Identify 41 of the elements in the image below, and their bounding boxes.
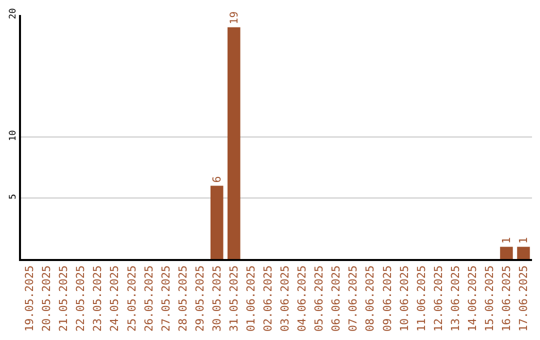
y-tick-label: 10: [8, 130, 18, 142]
bar: [210, 186, 224, 259]
x-tick-label: 01.06.2025: [244, 265, 258, 332]
data-label: 1: [500, 237, 513, 244]
x-tick-label: 31.05.2025: [227, 265, 240, 332]
x-tick-label: 11.06.2025: [414, 265, 428, 332]
x-tick-label: 08.06.2025: [364, 265, 377, 332]
x-tick-label: 03.06.2025: [278, 265, 292, 332]
bar: [517, 246, 530, 259]
bar: [500, 246, 513, 259]
x-tick-label: 09.06.2025: [380, 265, 394, 332]
x-tick-label: 12.06.2025: [432, 265, 445, 332]
x-tick-label: 26.05.2025: [142, 265, 156, 332]
x-tick-label: 02.06.2025: [262, 265, 275, 332]
x-tick-label: 25.05.2025: [125, 265, 138, 332]
x-tick-label: 19.05.2025: [23, 265, 36, 332]
x-tick-label: 22.05.2025: [74, 265, 88, 332]
data-label: 6: [210, 176, 224, 183]
x-tick-label: 27.05.2025: [159, 265, 172, 332]
x-tick-label: 20.05.2025: [40, 265, 54, 332]
x-tick-label: 10.06.2025: [398, 265, 411, 332]
x-tick-label: 06.06.2025: [330, 265, 343, 332]
x-tick-label: 04.06.2025: [296, 265, 309, 332]
x-tick-label: 24.05.2025: [108, 265, 122, 332]
data-label: 19: [228, 11, 240, 24]
x-tick-label: 17.06.2025: [517, 265, 530, 332]
x-tick-label: 16.06.2025: [500, 265, 514, 332]
x-tick-label: 13.06.2025: [448, 265, 462, 332]
data-label: 1: [516, 237, 530, 244]
x-tick-label: 30.05.2025: [210, 265, 224, 332]
bar: [228, 27, 240, 259]
x-tick-label: 28.05.2025: [176, 265, 190, 332]
x-tick-label: 14.06.2025: [466, 265, 479, 332]
x-tick-label: 29.05.2025: [193, 265, 206, 332]
y-tick-label: 5: [8, 194, 18, 200]
x-tick-label: 15.06.2025: [482, 265, 496, 332]
x-tick-label: 21.05.2025: [57, 265, 70, 332]
x-tick-label: 07.06.2025: [346, 265, 360, 332]
y-tick-label: 20: [8, 8, 18, 20]
x-tick-label: 05.06.2025: [312, 265, 326, 332]
x-tick-label: 23.05.2025: [91, 265, 104, 332]
